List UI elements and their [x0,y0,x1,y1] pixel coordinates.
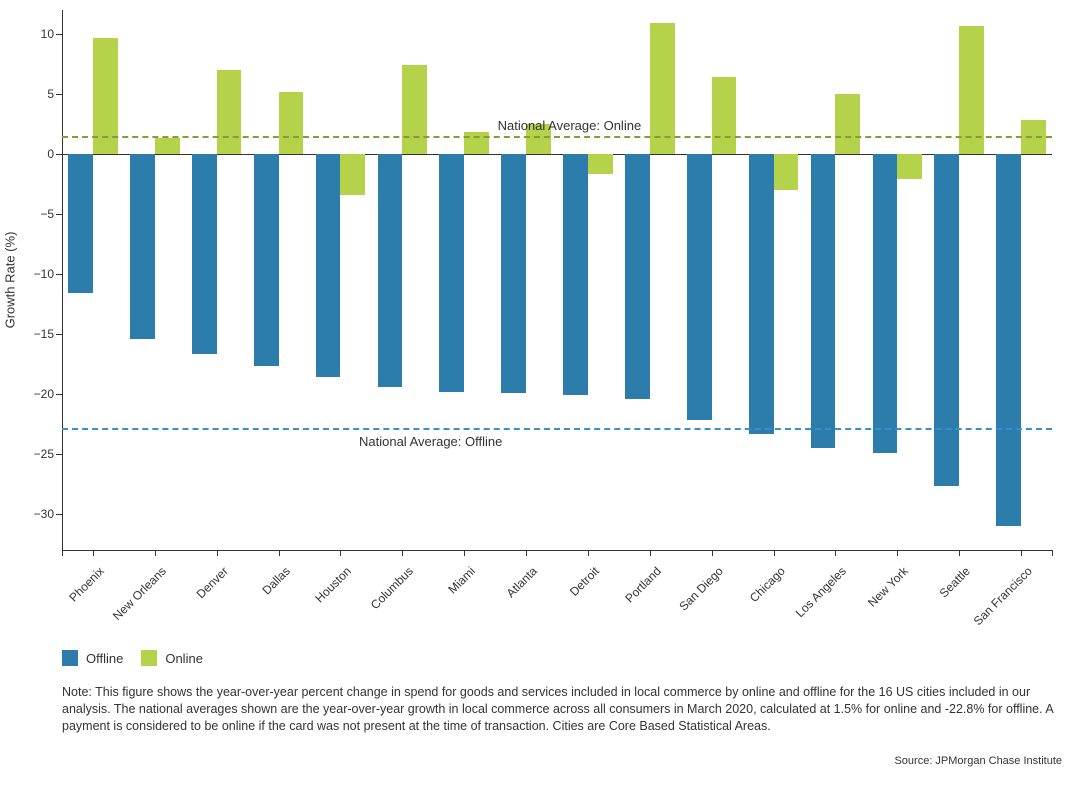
growth-rate-chart: −30 −25 −20 −15 −10 −5 0 5 10 PhoenixNew Orleans D… [0,0,1070,800]
bar-offline [378,154,403,387]
bar-offline [873,154,898,453]
x-tick-mark [217,550,218,556]
bar-offline [254,154,279,366]
y-tick-label: 5 [47,87,54,101]
x-tick-label: Detroit [567,564,602,599]
bar-online [588,154,613,174]
bar-offline [68,154,93,293]
x-tick-mark [155,550,156,556]
y-axis-label: Growth Rate (%) [3,232,18,329]
x-tick-label: San Diego [676,564,726,614]
bar-offline [749,154,774,434]
reference-line [62,136,1052,138]
source-attribution: Source: JPMorgan Chase Institute [894,755,1062,767]
x-tick-label: Columbus [368,564,416,612]
x-tick-label: San Francisco [971,564,1035,628]
bar-online [217,70,242,154]
x-tick-mark [62,550,63,556]
x-tick-label: Atlanta [504,564,540,600]
y-tick-label: −20 [34,387,54,401]
bar-offline [130,154,155,339]
y-tick-mark [56,94,62,95]
y-tick-label: −30 [34,507,54,521]
bar-offline [439,154,464,392]
bar-online [279,92,304,154]
x-tick-label: Houston [313,564,355,606]
bar-online [959,26,984,154]
x-tick-label: Chicago [746,564,787,605]
x-tick-mark [588,550,589,556]
bar-online [650,23,675,154]
legend-item: Offline [62,650,123,666]
x-tick-mark [1021,550,1022,556]
y-tick-mark [56,214,62,215]
y-tick-mark [56,154,62,155]
bar-online [774,154,799,190]
x-tick-mark [464,550,465,556]
bar-offline [687,154,712,420]
bar-offline [811,154,836,448]
x-tick-mark [279,550,280,556]
legend-label: Online [165,651,203,666]
y-tick-mark [56,454,62,455]
reference-line-label: National Average: Online [498,118,642,133]
y-tick-mark [56,34,62,35]
plot-area: −30−25−20−15−10−50510PhoenixNew OrleansD… [62,10,1052,550]
x-tick-label: New Orleans [110,564,169,623]
legend: Offline Online [62,650,203,666]
x-tick-mark [650,550,651,556]
legend-label: Offline [86,651,123,666]
reference-line [62,428,1052,430]
bar-offline [563,154,588,395]
bar-offline [192,154,217,354]
x-tick-mark [93,550,94,556]
x-tick-mark [774,550,775,556]
bar-offline [501,154,526,393]
y-tick-label: 0 [47,147,54,161]
bar-online [402,65,427,154]
y-tick-mark [56,514,62,515]
x-tick-mark [402,550,403,556]
x-axis-line [62,550,1052,551]
x-tick-label: Seattle [937,564,973,600]
bar-offline [316,154,341,377]
y-tick-label: −5 [40,207,54,221]
x-tick-label: Miami [446,564,479,597]
reference-line-label: National Average: Offline [359,434,502,449]
y-axis-line [62,10,63,550]
x-tick-label: Portland [622,564,664,606]
x-tick-mark [340,550,341,556]
bar-online [835,94,860,154]
y-tick-label: −15 [34,327,54,341]
bar-online [897,154,922,179]
bar-offline [625,154,650,399]
legend-swatch [141,650,157,666]
y-tick-label: −10 [34,267,54,281]
legend-swatch [62,650,78,666]
x-tick-mark [959,550,960,556]
y-tick-label: −25 [34,447,54,461]
x-tick-label: Los Angeles [793,564,849,620]
y-tick-label: 10 [41,27,54,41]
bar-offline [996,154,1021,526]
x-tick-mark [712,550,713,556]
bar-online [155,138,180,154]
x-tick-label: Phoenix [66,564,107,605]
x-tick-mark [1052,550,1053,556]
x-tick-mark [835,550,836,556]
bar-offline [934,154,959,486]
bar-online [340,154,365,195]
x-tick-label: Denver [193,564,230,601]
legend-item: Online [141,650,203,666]
y-tick-mark [56,394,62,395]
bar-online [712,77,737,154]
x-tick-label: Dallas [259,564,292,597]
x-tick-label: New York [865,564,911,610]
x-tick-mark [526,550,527,556]
y-tick-mark [56,274,62,275]
y-tick-mark [56,334,62,335]
footnote-text: Note: This figure shows the year-over-ye… [62,684,1058,735]
x-tick-mark [897,550,898,556]
